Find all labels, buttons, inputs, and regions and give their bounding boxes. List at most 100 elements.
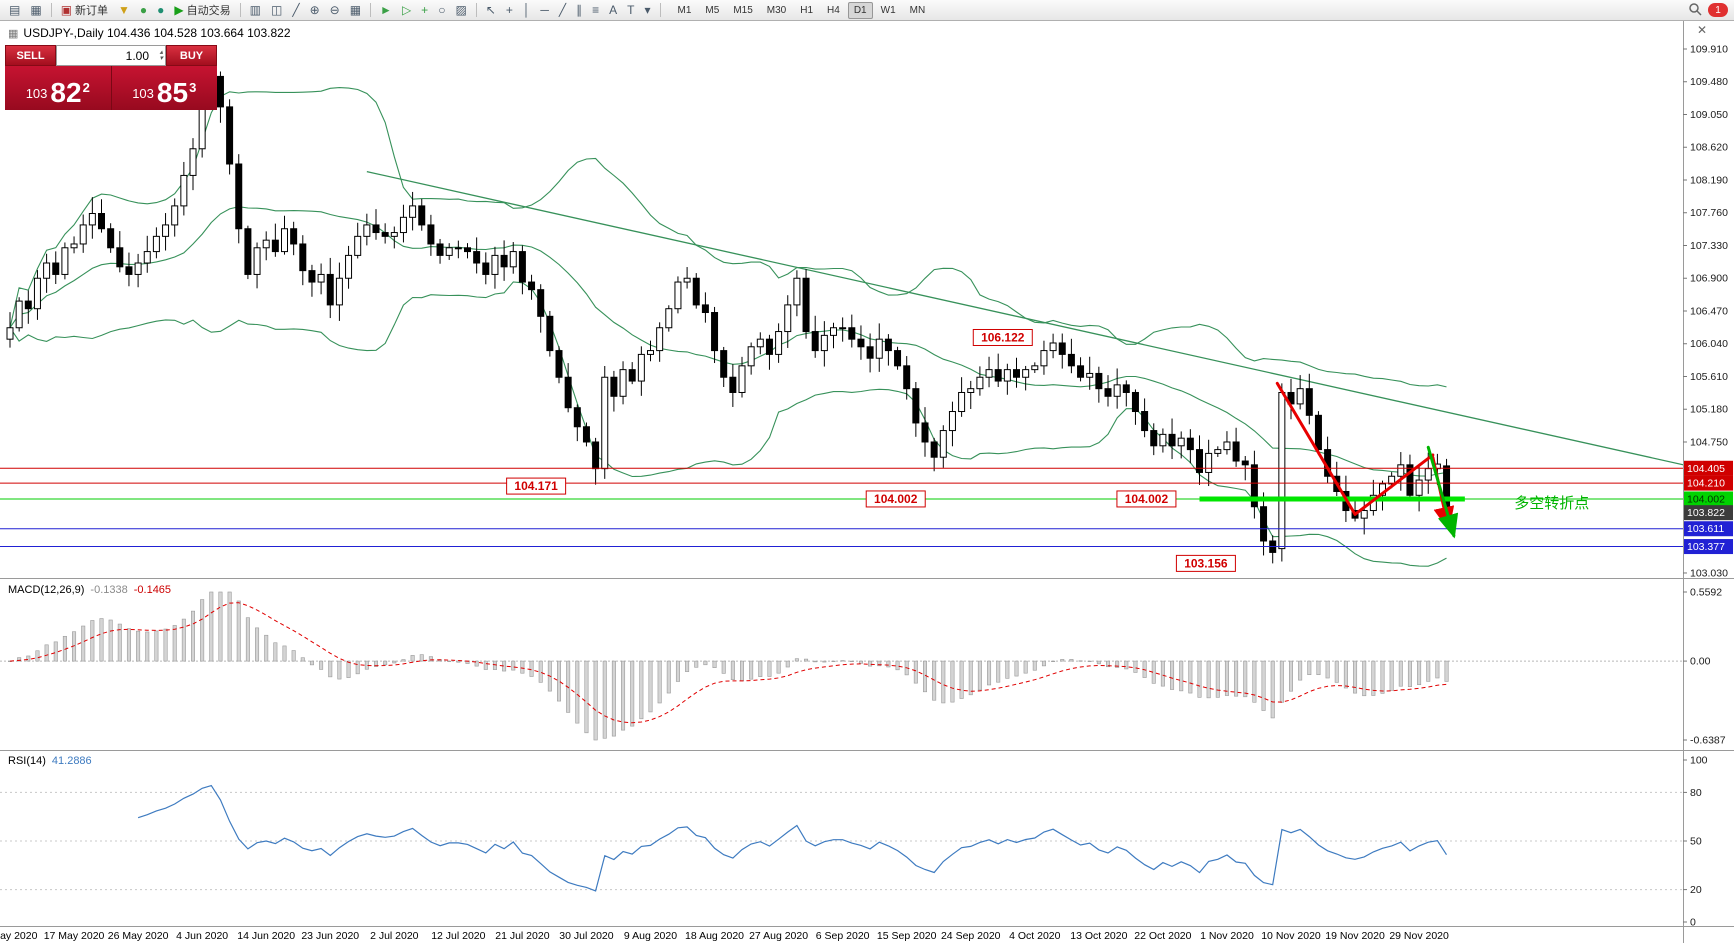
- svg-text:19 Nov 2020: 19 Nov 2020: [1325, 930, 1385, 942]
- new-chart-icon[interactable]: ▤: [5, 1, 24, 20]
- channel-icon[interactable]: ∥: [572, 1, 586, 20]
- horizontal-line-icon[interactable]: ─: [536, 1, 553, 20]
- buy-button[interactable]: BUY: [166, 45, 217, 66]
- timeframe-M30[interactable]: M30: [766, 4, 787, 16]
- new-chart-icon: ▤: [9, 3, 21, 17]
- macd-label: MACD(12,26,9) -0.1338 -0.1465: [8, 584, 171, 596]
- timeframe-H4[interactable]: H4: [827, 4, 840, 16]
- svg-text:103.377: 103.377: [1687, 541, 1725, 553]
- toolbar-separator: [239, 3, 241, 17]
- rsi-value: 41.2886: [51, 755, 92, 767]
- svg-text:13 Oct 2020: 13 Oct 2020: [1070, 930, 1127, 942]
- autotrade-button[interactable]: ▶ 自动交易: [170, 1, 234, 20]
- zoom-out-icon[interactable]: ⊖: [326, 1, 344, 20]
- timeframe-M15[interactable]: M15: [733, 4, 753, 16]
- svg-text:104.210: 104.210: [1687, 478, 1725, 490]
- chart-close-icon[interactable]: ✕: [1697, 23, 1708, 37]
- toolbar-separator: [50, 3, 52, 17]
- volume-value: 1.00: [125, 48, 149, 63]
- sell-price[interactable]: 103 82 2: [5, 66, 112, 110]
- sell-price-big: 82: [50, 77, 82, 108]
- svg-text:15 Sep 2020: 15 Sep 2020: [877, 930, 937, 942]
- toolbar-separator: [370, 3, 372, 17]
- chart-shift-icon: ▷: [401, 3, 412, 17]
- svg-text:多空转折点: 多空转折点: [1514, 495, 1589, 512]
- text-icon[interactable]: A: [605, 1, 621, 20]
- strategy-tester-icon: ▼: [118, 3, 130, 17]
- buy-price-sup: 3: [189, 80, 197, 95]
- svg-text:103.822: 103.822: [1687, 507, 1725, 519]
- candles-layer: [6, 53, 1451, 564]
- search-icon[interactable]: [1688, 2, 1702, 19]
- trendline-icon[interactable]: ╱: [555, 1, 570, 20]
- signals-icon[interactable]: ●: [153, 1, 168, 20]
- one-click-trading-panel: SELL 1.00 ▴ ▾ BUY 103 82 2 103 85 3: [5, 45, 217, 110]
- volume-down-icon[interactable]: ▾: [159, 54, 163, 62]
- svg-text:100: 100: [1690, 755, 1708, 767]
- svg-text:0: 0: [1690, 917, 1696, 929]
- new-order-button-label: 新订单: [75, 5, 109, 17]
- cursor-icon[interactable]: ↖: [482, 1, 500, 20]
- label-icon[interactable]: T: [623, 1, 638, 20]
- market-icon[interactable]: ●: [136, 1, 151, 20]
- volume-up-icon[interactable]: ▴: [159, 48, 163, 56]
- fibonacci-icon[interactable]: ≡: [588, 1, 603, 20]
- buy-price-prefix: 103: [132, 86, 154, 101]
- chart-background[interactable]: [0, 20, 1734, 943]
- line-chart-icon[interactable]: ╱: [288, 1, 303, 20]
- tile-windows-icon[interactable]: ▦: [346, 1, 365, 20]
- volume-stepper[interactable]: 1.00 ▴ ▾: [56, 45, 166, 66]
- rsi-panel[interactable]: 100 80 50 20 0: [0, 755, 1708, 929]
- svg-text:7 May 2020: 7 May 2020: [0, 930, 38, 942]
- trend-arrows[interactable]: [1275, 381, 1459, 539]
- timeframe-D1[interactable]: D1: [847, 1, 873, 19]
- crosshair-icon[interactable]: +: [502, 1, 517, 20]
- sell-button[interactable]: SELL: [5, 45, 56, 66]
- toolbar-separator: [475, 3, 477, 17]
- price-axis[interactable]: 109.910 109.480 109.050 108.620 108.190 107.7…: [1683, 44, 1733, 580]
- candlestick-chart-icon[interactable]: ◫: [267, 1, 286, 20]
- bar-chart-icon[interactable]: ▥: [246, 1, 265, 20]
- candlestick-chart-icon: ◫: [271, 3, 283, 17]
- sell-price-prefix: 103: [25, 86, 48, 101]
- zoom-out-icon: ⊖: [329, 3, 340, 17]
- periods-icon[interactable]: ○: [434, 1, 449, 20]
- volume-spinner[interactable]: ▴ ▾: [159, 47, 163, 64]
- autotrade-icon: ▶: [174, 3, 184, 17]
- buy-price[interactable]: 103 85 3: [111, 66, 217, 110]
- new-order-button[interactable]: ▣ 新订单: [57, 1, 112, 20]
- auto-scroll-icon[interactable]: ►: [376, 1, 396, 20]
- indicators-icon[interactable]: +: [417, 1, 432, 20]
- svg-text:109.050: 109.050: [1690, 109, 1728, 121]
- zoom-in-icon[interactable]: ⊕: [306, 1, 324, 20]
- profiles-icon[interactable]: ▦: [26, 1, 45, 20]
- svg-text:103.611: 103.611: [1687, 523, 1724, 535]
- svg-text:0.00: 0.00: [1690, 656, 1711, 668]
- svg-text:20: 20: [1690, 884, 1702, 896]
- vertical-line-icon[interactable]: │: [519, 1, 535, 20]
- timeframe-M1[interactable]: M1: [677, 4, 692, 16]
- horizontal-line-icon: ─: [540, 3, 549, 17]
- svg-text:0.5592: 0.5592: [1690, 587, 1722, 599]
- arrows-icon[interactable]: ▾: [640, 1, 654, 20]
- macd-panel[interactable]: 0.5592 0.00 -0.6387: [0, 587, 1726, 747]
- price-chart-layer[interactable]: 106.122 104.171 104.002 104.002 103.156 多空转折点: [0, 53, 1694, 572]
- svg-text:104.002: 104.002: [1687, 493, 1725, 505]
- svg-text:22 Oct 2020: 22 Oct 2020: [1134, 930, 1191, 942]
- timeframe-H1[interactable]: H1: [800, 4, 814, 16]
- timeframe-M5[interactable]: M5: [705, 4, 720, 16]
- descending-trendline[interactable]: [366, 170, 1694, 468]
- svg-text:50: 50: [1690, 836, 1702, 848]
- strategy-tester-icon[interactable]: ▼: [114, 1, 134, 20]
- templates-icon[interactable]: ▨: [451, 1, 470, 20]
- timeframe-W1[interactable]: W1: [880, 4, 896, 16]
- timeframe-MN[interactable]: MN: [909, 4, 926, 16]
- chart-shift-icon[interactable]: ▷: [398, 1, 415, 20]
- svg-text:-0.6387: -0.6387: [1690, 735, 1726, 747]
- svg-text:108.190: 108.190: [1690, 174, 1728, 186]
- profiles-icon: ▦: [30, 3, 42, 17]
- svg-text:9 Aug 2020: 9 Aug 2020: [624, 930, 677, 942]
- notification-badge[interactable]: 1: [1708, 3, 1728, 17]
